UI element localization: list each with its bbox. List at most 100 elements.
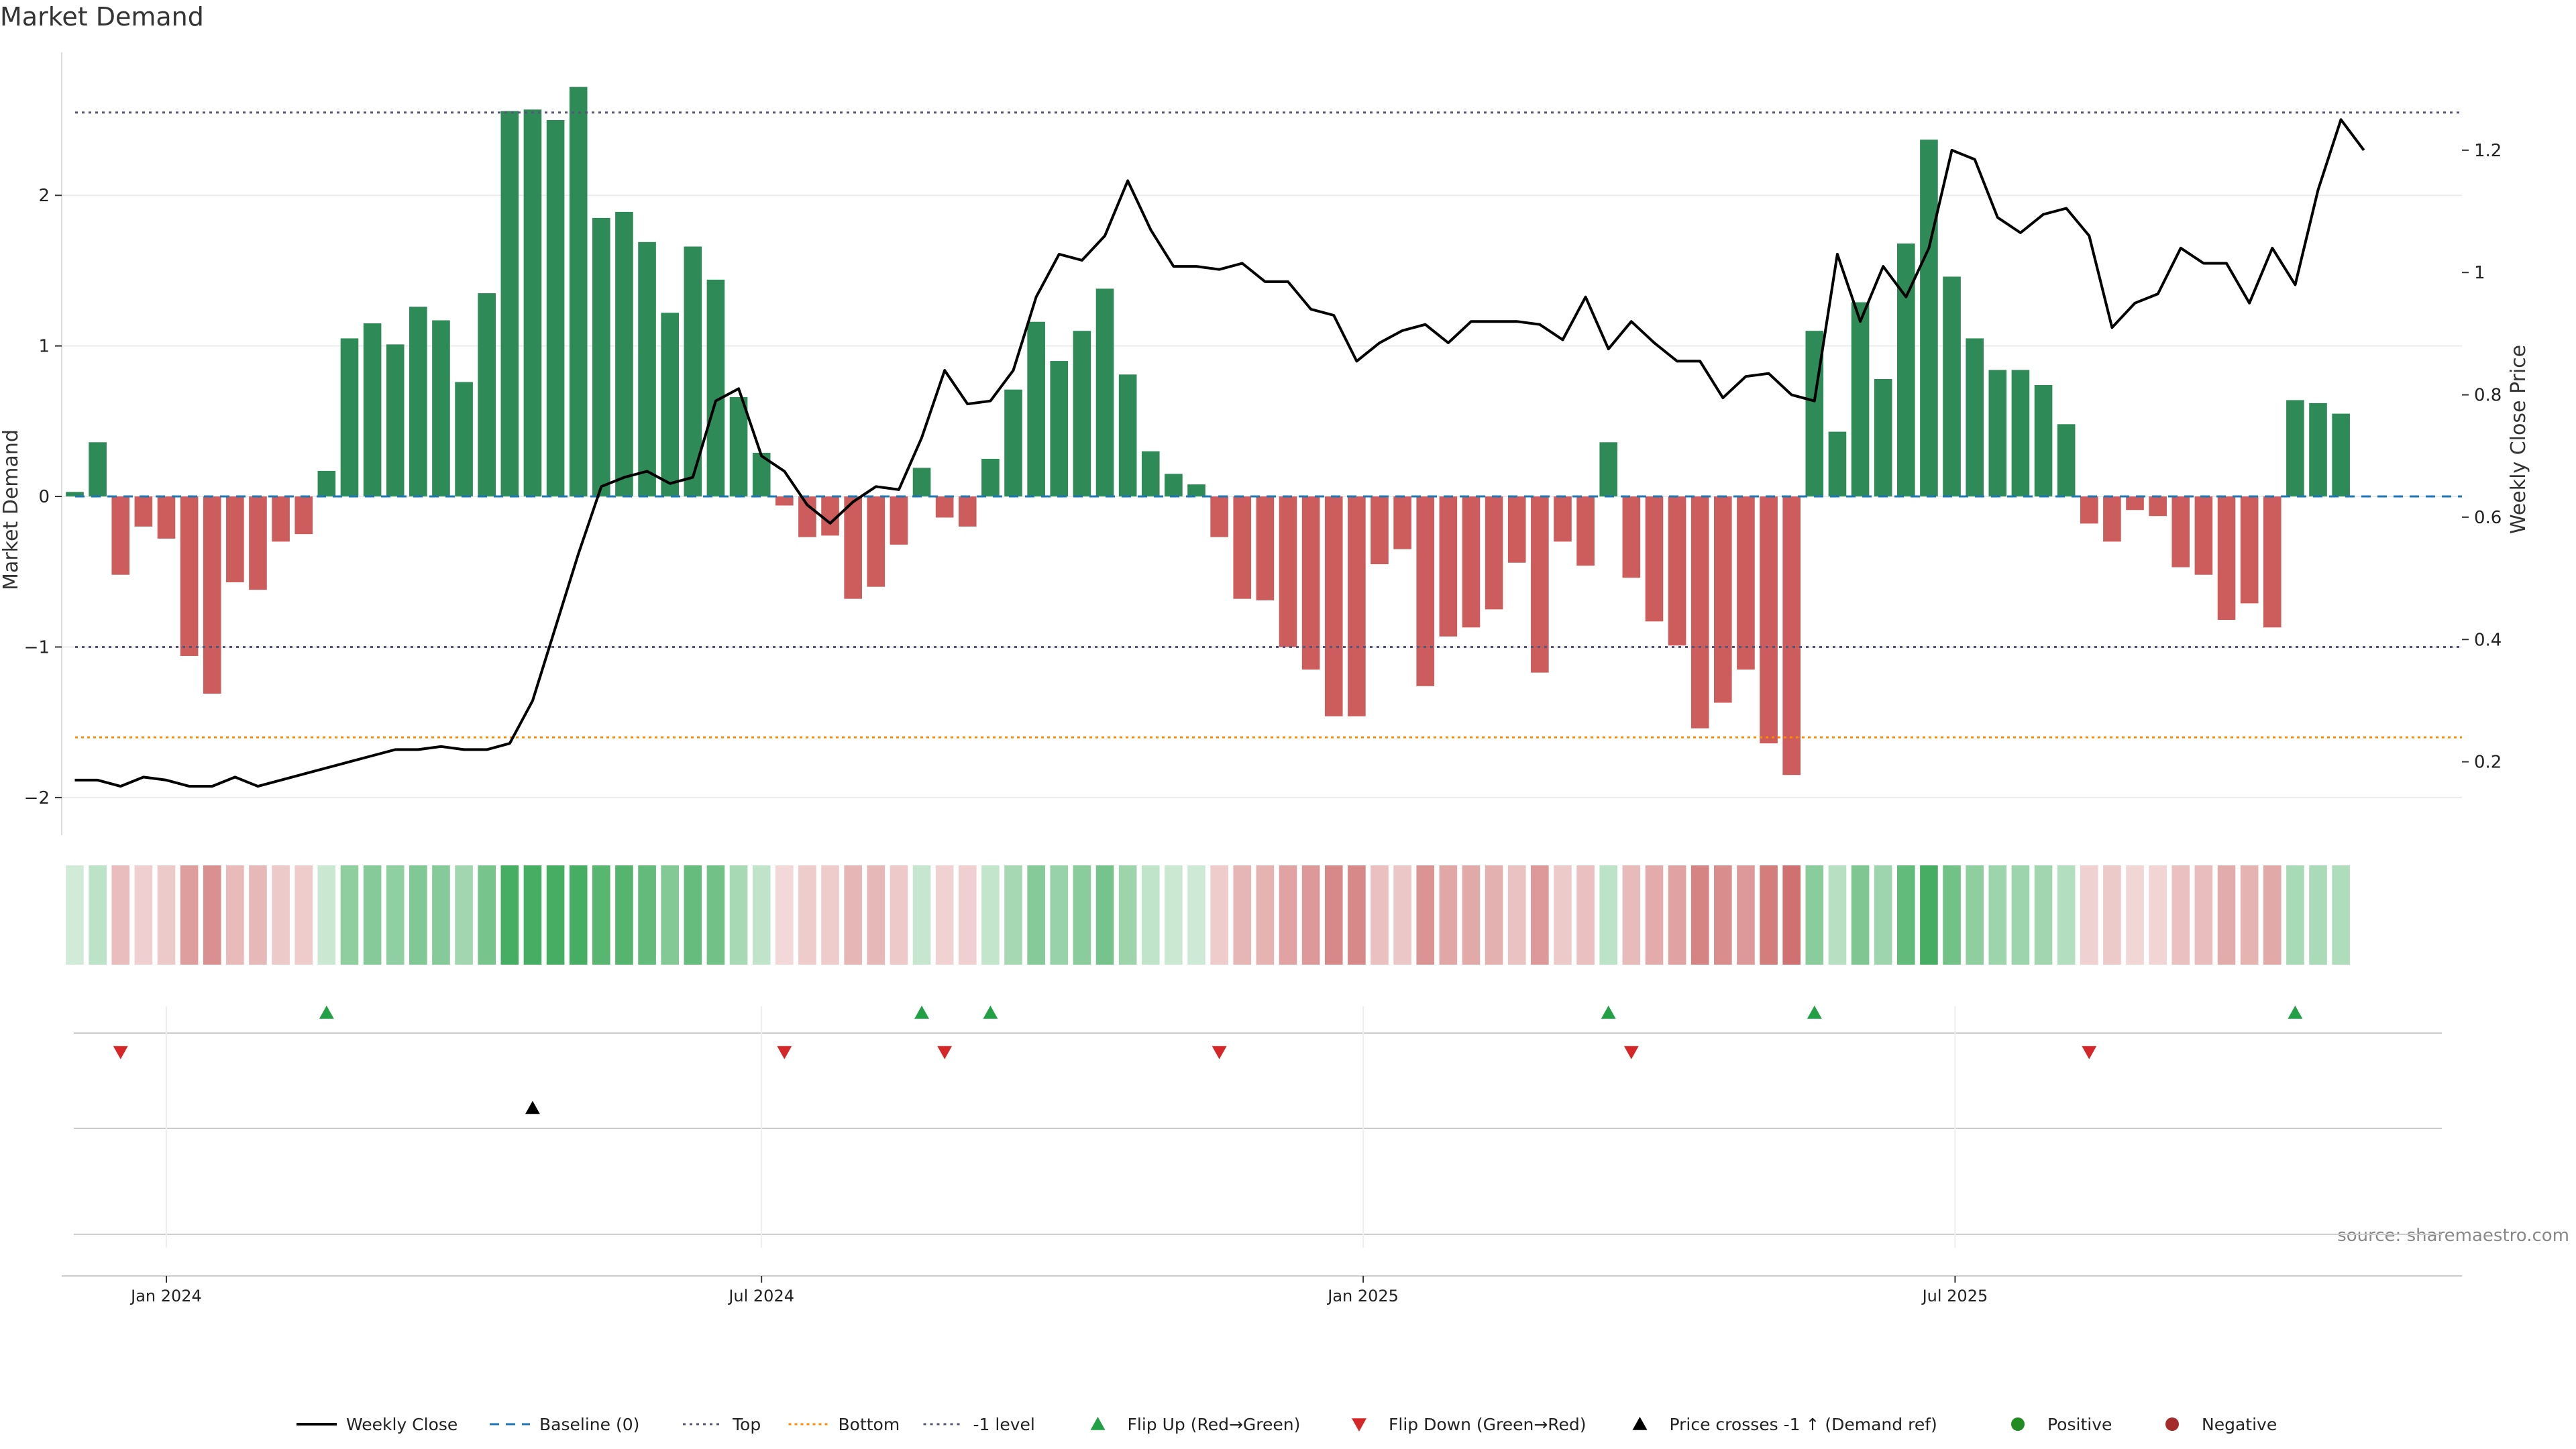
heat-cell (317, 865, 336, 965)
demand-bar (1828, 431, 1847, 497)
reference-levels (75, 111, 2462, 739)
heat-cell (1324, 865, 1343, 965)
demand-bar (66, 492, 84, 497)
heat-cell (1393, 865, 1411, 965)
demand-bar (661, 313, 679, 497)
legend-label: Flip Up (Red→Green) (1128, 1415, 1301, 1434)
heat-cell (1714, 865, 1732, 965)
demand-bar (500, 111, 519, 497)
demand-bar (1393, 496, 1411, 549)
heat-cell (386, 865, 405, 965)
demand-bar (1462, 496, 1481, 628)
heat-cell (1073, 865, 1091, 965)
demand-bar (935, 496, 954, 518)
demand-bar (1507, 496, 1526, 563)
legend-item: Flip Up (Red→Green) (1090, 1415, 1301, 1434)
demand-bar (1599, 442, 1618, 497)
demand-bar (1439, 496, 1458, 637)
demand-bar (2011, 370, 2030, 497)
demand-bar (2263, 496, 2282, 628)
demand-bar (1851, 302, 1870, 497)
heat-cell (2011, 865, 2030, 965)
heat-cell (935, 865, 954, 965)
heat-cell (592, 865, 610, 965)
heat-cell (1210, 865, 1228, 965)
demand-bar (317, 470, 336, 497)
demand-bar (1690, 496, 1709, 729)
heat-cell (1668, 865, 1686, 965)
x-axis: Jan 2024 Jul 2024 Jan 2025 Jul 2025 (62, 1275, 2462, 1305)
legend-item: Top (683, 1415, 761, 1434)
demand-bar (2080, 496, 2098, 524)
heat-cell (1165, 865, 1183, 965)
demand-bar (890, 496, 908, 545)
heat-cell (500, 865, 519, 965)
legend-label: Price crosses -1 ↑ (Demand ref) (1670, 1415, 1937, 1434)
heat-cell (363, 865, 382, 965)
heat-cell (2057, 865, 2076, 965)
y-right-tick-label: 0.8 (2474, 386, 2502, 406)
flip-down-marker (937, 1046, 953, 1059)
legend-label: Bottom (839, 1415, 900, 1434)
demand-bar (478, 293, 496, 497)
demand-bar (1645, 496, 1664, 622)
flip-down-marker (113, 1046, 128, 1059)
heat-cell (1737, 865, 1755, 965)
demand-bar (1576, 496, 1595, 566)
heat-cell (1920, 865, 1938, 965)
legend-label: -1 level (973, 1415, 1035, 1434)
legend-item: -1 level (923, 1415, 1035, 1434)
flip-up-marker (2288, 1006, 2303, 1019)
heat-cell (1462, 865, 1481, 965)
heat-cell (569, 865, 588, 965)
heat-cell (2171, 865, 2190, 965)
demand-bar (1279, 496, 1297, 647)
demand-bar (523, 109, 542, 497)
demand-bar (432, 320, 450, 497)
demand-bar (1165, 474, 1183, 497)
heat-cell (1966, 865, 1984, 965)
heat-cell (1187, 865, 1205, 965)
heat-cell (409, 865, 427, 965)
heat-cell (1256, 865, 1275, 965)
heat-cell (1760, 865, 1778, 965)
legend-item: Positive (2011, 1415, 2112, 1434)
demand-bar (1737, 496, 1755, 670)
heat-cell (1141, 865, 1160, 965)
heat-cell (1622, 865, 1641, 965)
demand-bar (1760, 496, 1778, 744)
x-tick-label: Jul 2025 (1921, 1287, 1988, 1305)
heat-cell (2263, 865, 2282, 965)
heat-cell (2240, 865, 2259, 965)
demand-bar (1324, 496, 1343, 716)
y-right-tick-label: 1.2 (2474, 141, 2502, 161)
demand-bar (2126, 496, 2144, 511)
y-right-tick-label: 1 (2474, 263, 2485, 283)
heat-cell (1554, 865, 1572, 965)
heat-cell (2194, 865, 2213, 965)
legend-item: Flip Down (Green→Red) (1352, 1415, 1587, 1434)
legend-symbol (1352, 1418, 1366, 1432)
demand-bar (294, 496, 313, 535)
legend-label: Negative (2202, 1415, 2277, 1434)
legend-item: Negative (2165, 1415, 2277, 1434)
demand-bar (1187, 484, 1205, 497)
y-tick-label: 2 (38, 186, 50, 206)
y-right-tick-label: 0.4 (2474, 630, 2502, 650)
y-axis-label-right: Weekly Close Price (2507, 345, 2530, 534)
demand-bar (89, 442, 107, 497)
heat-cell (867, 865, 885, 965)
heat-cell (729, 865, 748, 965)
heat-cell (157, 865, 176, 965)
demand-bar (706, 279, 725, 497)
y-tick-label: 0 (38, 487, 50, 507)
heat-cell (1279, 865, 1297, 965)
heat-cell (1095, 865, 1114, 965)
y-tick-label: −2 (24, 788, 50, 808)
heat-cell (821, 865, 839, 965)
heat-cell (1439, 865, 1458, 965)
demand-bar (1027, 321, 1045, 497)
heat-cell (294, 865, 313, 965)
demand-bar (1554, 496, 1572, 542)
x-tick-label: Jan 2024 (129, 1287, 202, 1305)
